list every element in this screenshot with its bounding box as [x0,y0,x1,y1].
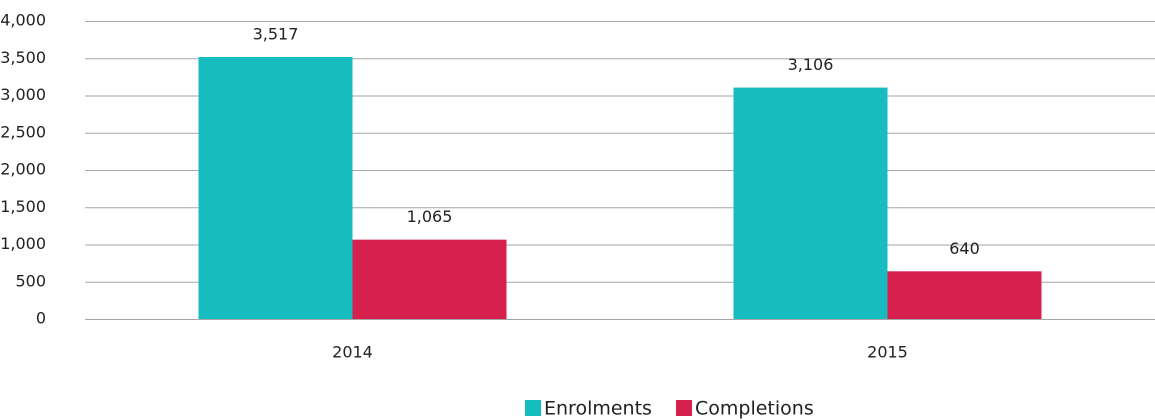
y-tick-label: 4,000 [0,11,46,30]
data-label: 3,106 [788,55,834,74]
legend-label: Completions [695,398,814,420]
x-tick-label: 2015 [867,343,908,362]
bar [352,239,507,319]
y-tick-label: 1,000 [0,234,46,253]
legend-label: Enrolments [544,398,652,420]
data-label: 640 [949,239,980,258]
y-tick-label: 2,500 [0,122,46,141]
data-label: 1,065 [407,207,453,226]
y-tick-label: 0 [36,309,46,328]
bar [887,271,1042,319]
y-tick-label: 3,000 [0,85,46,104]
data-label: 3,517 [253,24,299,43]
bar [198,56,353,320]
bar [733,87,888,319]
x-tick-label: 2014 [332,343,373,362]
y-tick-label: 1,500 [0,197,46,216]
y-tick-label: 500 [15,271,46,290]
y-tick-label: 2,000 [0,160,46,179]
legend-swatch [525,400,541,416]
y-tick-label: 3,500 [0,48,46,67]
legend-swatch [676,400,692,416]
